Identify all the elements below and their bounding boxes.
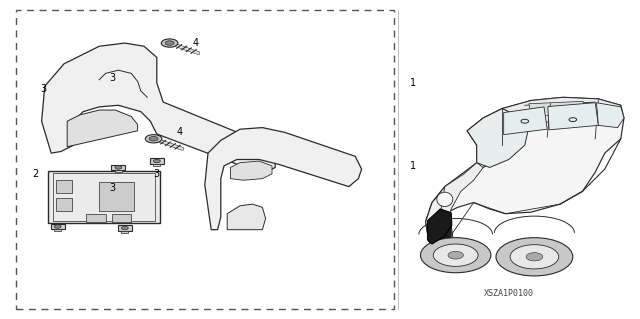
Polygon shape [428, 212, 451, 247]
Bar [51, 224, 65, 229]
Text: 2: 2 [32, 169, 38, 179]
Bar [118, 225, 132, 231]
Text: 1: 1 [410, 78, 416, 88]
Bar [99, 182, 134, 211]
Circle shape [526, 253, 543, 261]
Circle shape [115, 166, 122, 169]
Polygon shape [467, 108, 528, 167]
Polygon shape [596, 103, 624, 128]
Ellipse shape [436, 192, 453, 207]
Bar [54, 229, 61, 231]
Text: 1: 1 [410, 161, 416, 171]
Bar [122, 231, 128, 233]
Bar [86, 214, 106, 222]
Circle shape [510, 245, 559, 269]
Circle shape [433, 244, 478, 266]
Polygon shape [67, 110, 138, 147]
Polygon shape [435, 214, 454, 260]
Polygon shape [426, 108, 502, 254]
Bar [48, 171, 160, 223]
Bar [112, 214, 131, 222]
Bar [16, 10, 394, 309]
Bar [115, 170, 122, 172]
Circle shape [420, 238, 491, 273]
Text: XSZA1P0100: XSZA1P0100 [484, 289, 534, 298]
Text: 4: 4 [192, 38, 198, 48]
Bar [53, 173, 155, 221]
Polygon shape [42, 43, 275, 174]
Polygon shape [548, 103, 598, 130]
Polygon shape [426, 97, 624, 254]
Polygon shape [205, 128, 362, 230]
Circle shape [154, 160, 160, 163]
Polygon shape [428, 209, 452, 244]
Circle shape [161, 39, 178, 47]
Text: 4: 4 [176, 127, 182, 137]
Circle shape [149, 137, 158, 141]
Bar [154, 164, 160, 166]
Circle shape [496, 238, 573, 276]
Polygon shape [230, 161, 272, 180]
Text: 3: 3 [109, 73, 115, 83]
Polygon shape [504, 107, 547, 135]
Polygon shape [227, 204, 266, 230]
Bar [529, 101, 586, 116]
Bar [111, 165, 125, 170]
Circle shape [145, 135, 162, 143]
Text: 3: 3 [154, 169, 160, 179]
Bar [150, 158, 164, 164]
Bar [56, 180, 72, 193]
Circle shape [165, 41, 174, 45]
Polygon shape [438, 163, 483, 230]
Bar [56, 198, 72, 211]
Polygon shape [502, 97, 621, 123]
Circle shape [448, 251, 463, 259]
Circle shape [54, 225, 61, 228]
Circle shape [122, 226, 128, 230]
Text: 3: 3 [109, 183, 115, 193]
Text: 3: 3 [40, 84, 47, 94]
